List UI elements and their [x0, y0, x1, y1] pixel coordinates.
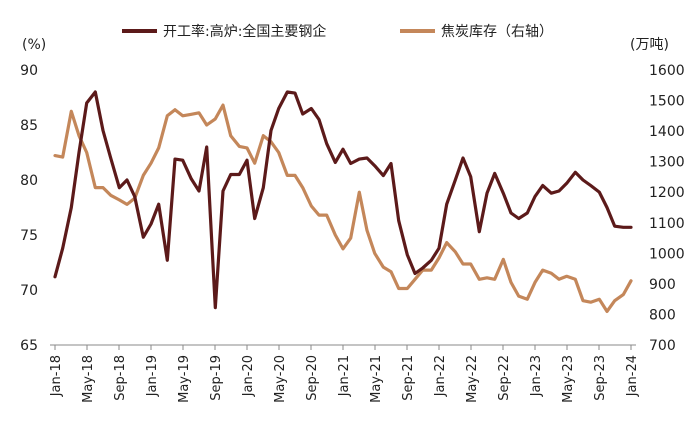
right-tick-label: 1600 [649, 63, 685, 79]
right-tick-label: 800 [649, 307, 676, 323]
legend-label-blast-furnace: 开工率:高炉:全国主要钢企 [163, 23, 326, 40]
x-tick-label: Sep-22 [497, 355, 512, 401]
legend: 开工率:高炉:全国主要钢企 焦炭库存（右轴） [122, 23, 553, 40]
x-tick-label: Sep-18 [113, 355, 128, 401]
x-axis-ticks: Jan-18 May-18 Sep-18 Jan-19 May-19 Sep-19 Jan-… [49, 345, 640, 403]
x-tick-label: Jan-21 [337, 355, 352, 397]
x-tick-label: Jan-20 [241, 355, 256, 397]
left-axis-unit: (%) [22, 37, 46, 53]
x-tick-label: Jan-22 [433, 355, 448, 397]
left-tick-label: 75 [20, 228, 38, 244]
left-tick-label: 70 [20, 283, 38, 299]
left-tick-label: 80 [20, 173, 38, 189]
x-tick-label: Sep-21 [401, 355, 416, 401]
right-tick-label: 1500 [649, 94, 685, 110]
right-tick-label: 900 [649, 277, 676, 293]
right-tick-label: 1400 [649, 124, 685, 140]
x-tick-label: Sep-20 [305, 355, 320, 401]
left-axis-ticks: 65 70 75 80 85 90 [20, 63, 38, 354]
x-tick-label: Jan-19 [145, 355, 160, 397]
x-tick-label: May-18 [81, 355, 96, 403]
x-tick-label: May-23 [561, 355, 576, 403]
right-tick-label: 1200 [649, 185, 685, 201]
x-tick-label: May-20 [273, 355, 288, 403]
left-tick-label: 65 [20, 338, 38, 354]
legend-label-coke-inventory: 焦炭库存（右轴） [441, 24, 553, 40]
x-tick-label: Sep-23 [593, 355, 608, 401]
left-tick-label: 90 [20, 63, 38, 79]
right-axis-ticks: 700 800 900 1000 1100 1200 1300 1400 1500 1600 [649, 63, 685, 354]
right-tick-label: 1100 [649, 216, 685, 232]
x-tick-label: May-22 [465, 355, 480, 403]
x-tick-label: May-19 [177, 355, 192, 403]
x-tick-label: Jan-23 [529, 355, 544, 397]
x-tick-label: Jan-18 [49, 355, 64, 397]
x-tick-label: Sep-19 [209, 355, 224, 401]
right-tick-label: 1300 [649, 155, 685, 171]
right-axis-unit: (万吨) [630, 37, 669, 53]
series-line-coke-inventory [53, 103, 633, 313]
series-line-blast-furnace [53, 90, 633, 310]
series-layer [53, 90, 633, 313]
x-tick-label: Jan-24 [625, 355, 640, 397]
right-tick-label: 1000 [649, 246, 685, 262]
left-tick-label: 85 [20, 118, 38, 134]
x-tick-label: May-21 [369, 355, 384, 403]
right-tick-label: 700 [649, 338, 676, 354]
